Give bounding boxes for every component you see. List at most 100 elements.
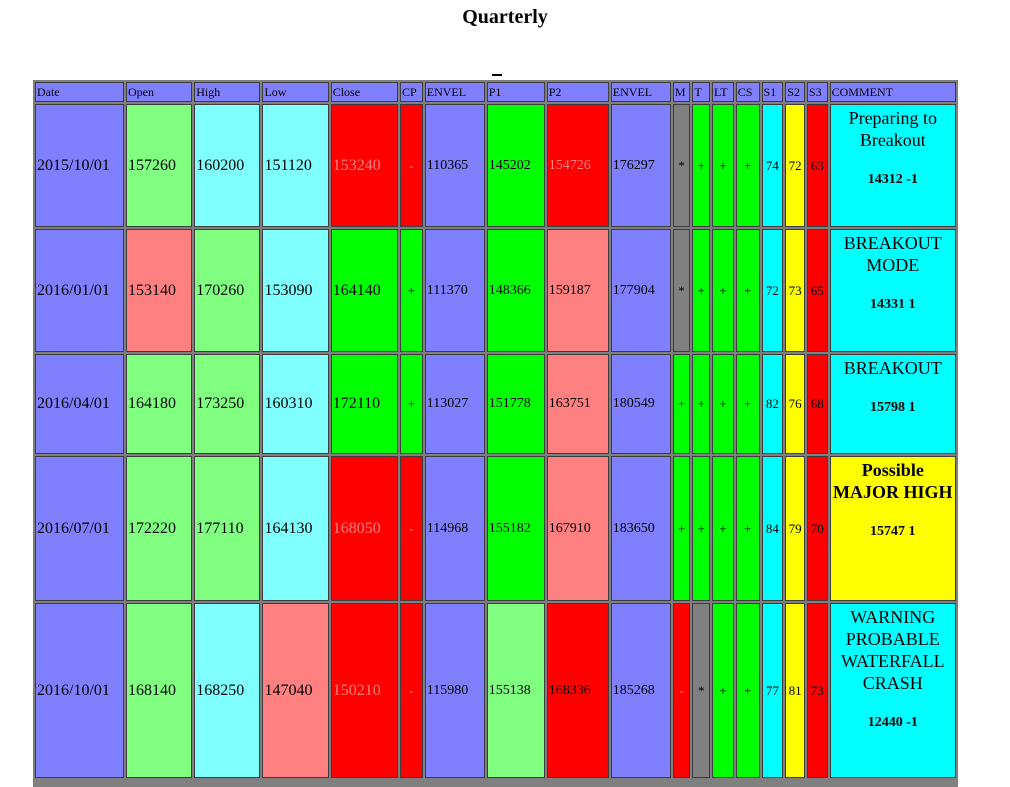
cell-envel: 115980	[424, 603, 485, 778]
cell-cs: +	[735, 104, 760, 227]
cell-comment: Preparing to Breakout 14312 -1	[829, 104, 956, 227]
col-header-envel: ENVEL	[424, 82, 485, 102]
quarterly-table: Date Open High Low Close CP ENVEL P1 P2 …	[33, 80, 958, 780]
cell-open: 172220	[126, 456, 193, 601]
col-header-s2: S2	[785, 82, 805, 102]
cell-p2: 154726	[546, 104, 609, 227]
cell-date: 2016/07/01	[35, 456, 124, 601]
cell-lt: +	[712, 104, 734, 227]
cell-s3: 63	[806, 104, 828, 227]
col-header-cp: CP	[399, 82, 423, 102]
comment-text: BREAKOUT	[843, 358, 942, 378]
cell-s2: 73	[785, 229, 805, 352]
cell-cs: +	[735, 229, 760, 352]
cell-low: 164130	[262, 456, 329, 601]
col-header-open: Open	[126, 82, 193, 102]
cell-envel-2: 177904	[610, 229, 671, 352]
cell-open: 164180	[126, 354, 193, 454]
cell-envel: 110365	[424, 104, 485, 227]
cell-s2: 72	[785, 104, 805, 227]
cell-open: 153140	[126, 229, 193, 352]
cell-close: 150210	[330, 603, 398, 778]
cell-comment: Possible MAJOR HIGH 15747 1	[829, 456, 956, 601]
col-header-date: Date	[35, 82, 124, 102]
cell-date: 2015/10/01	[35, 104, 124, 227]
cell-close: 153240	[330, 104, 398, 227]
cell-open: 168140	[126, 603, 193, 778]
cell-envel: 113027	[424, 354, 485, 454]
col-header-t: T	[692, 82, 710, 102]
cell-cs: +	[735, 456, 760, 601]
col-header-envel-2: ENVEL	[610, 82, 671, 102]
cell-s2: 79	[785, 456, 805, 601]
cell-low: 151120	[262, 104, 329, 227]
cell-s3: 68	[806, 354, 828, 454]
cell-open: 157260	[126, 104, 193, 227]
cell-comment: BREAKOUT 15798 1	[829, 354, 956, 454]
cell-envel: 111370	[424, 229, 485, 352]
cell-p2: 168336	[546, 603, 609, 778]
cell-p2: 159187	[546, 229, 609, 352]
header-row: Date Open High Low Close CP ENVEL P1 P2 …	[35, 82, 956, 102]
cell-cp: -	[399, 603, 423, 778]
col-header-p1: P1	[486, 82, 545, 102]
cell-date: 2016/01/01	[35, 229, 124, 352]
cell-t: *	[692, 603, 710, 778]
table-row: 2016/04/01 164180 173250 160310 172110 +…	[35, 354, 956, 454]
table-row: 2016/01/01 153140 170260 153090 164140 +…	[35, 229, 956, 352]
cell-lt: +	[712, 229, 734, 352]
comment-code: 14331 1	[870, 297, 916, 312]
comment-code: 12440 -1	[867, 715, 918, 730]
comment-text: BREAKOUT MODE	[843, 233, 942, 275]
col-header-low: Low	[262, 82, 329, 102]
cell-lt: +	[712, 603, 734, 778]
cell-m: -	[672, 603, 691, 778]
cell-date: 2016/10/01	[35, 603, 124, 778]
table-container: Date Open High Low Close CP ENVEL P1 P2 …	[33, 80, 958, 787]
cell-s1: 84	[761, 456, 784, 601]
cell-high: 160200	[194, 104, 261, 227]
page-title: Quarterly	[462, 6, 548, 28]
col-header-high: High	[194, 82, 261, 102]
cell-low: 153090	[262, 229, 329, 352]
cell-s1: 72	[761, 229, 784, 352]
cell-s2: 76	[785, 354, 805, 454]
cell-close: 172110	[330, 354, 398, 454]
cell-t: +	[692, 104, 710, 227]
col-header-p2: P2	[546, 82, 609, 102]
col-header-m: M	[672, 82, 691, 102]
cell-high: 170260	[194, 229, 261, 352]
cell-lt: +	[712, 456, 734, 601]
col-header-close: Close	[330, 82, 398, 102]
cell-date: 2016/04/01	[35, 354, 124, 454]
cell-low: 147040	[262, 603, 329, 778]
table-row: 2016/07/01 172220 177110 164130 168050 -…	[35, 456, 956, 601]
col-header-s3: S3	[806, 82, 828, 102]
cell-s1: 74	[761, 104, 784, 227]
cell-t: +	[692, 354, 710, 454]
cell-lt: +	[712, 354, 734, 454]
cell-cs: +	[735, 354, 760, 454]
cell-high: 173250	[194, 354, 261, 454]
cell-p1: 155138	[486, 603, 545, 778]
cell-close: 168050	[330, 456, 398, 601]
cell-p2: 163751	[546, 354, 609, 454]
cell-t: +	[692, 456, 710, 601]
cell-cp: -	[399, 456, 423, 601]
cell-t: +	[692, 229, 710, 352]
table-row: 2016/10/01 168140 168250 147040 150210 -…	[35, 603, 956, 778]
comment-text: Preparing to Breakout	[848, 108, 938, 150]
cell-envel: 114968	[424, 456, 485, 601]
cell-s1: 82	[761, 354, 784, 454]
cell-s2: 81	[785, 603, 805, 778]
comment-text: WARNING PROBABLE WATERFALL CRASH	[840, 607, 945, 693]
cell-m: *	[672, 104, 691, 227]
cell-high: 177110	[194, 456, 261, 601]
cell-high: 168250	[194, 603, 261, 778]
cell-s1: 77	[761, 603, 784, 778]
cell-cp: -	[399, 104, 423, 227]
cell-s3: 73	[806, 603, 828, 778]
col-header-s1: S1	[761, 82, 784, 102]
cell-envel-2: 176297	[610, 104, 671, 227]
cell-cp: +	[399, 354, 423, 454]
